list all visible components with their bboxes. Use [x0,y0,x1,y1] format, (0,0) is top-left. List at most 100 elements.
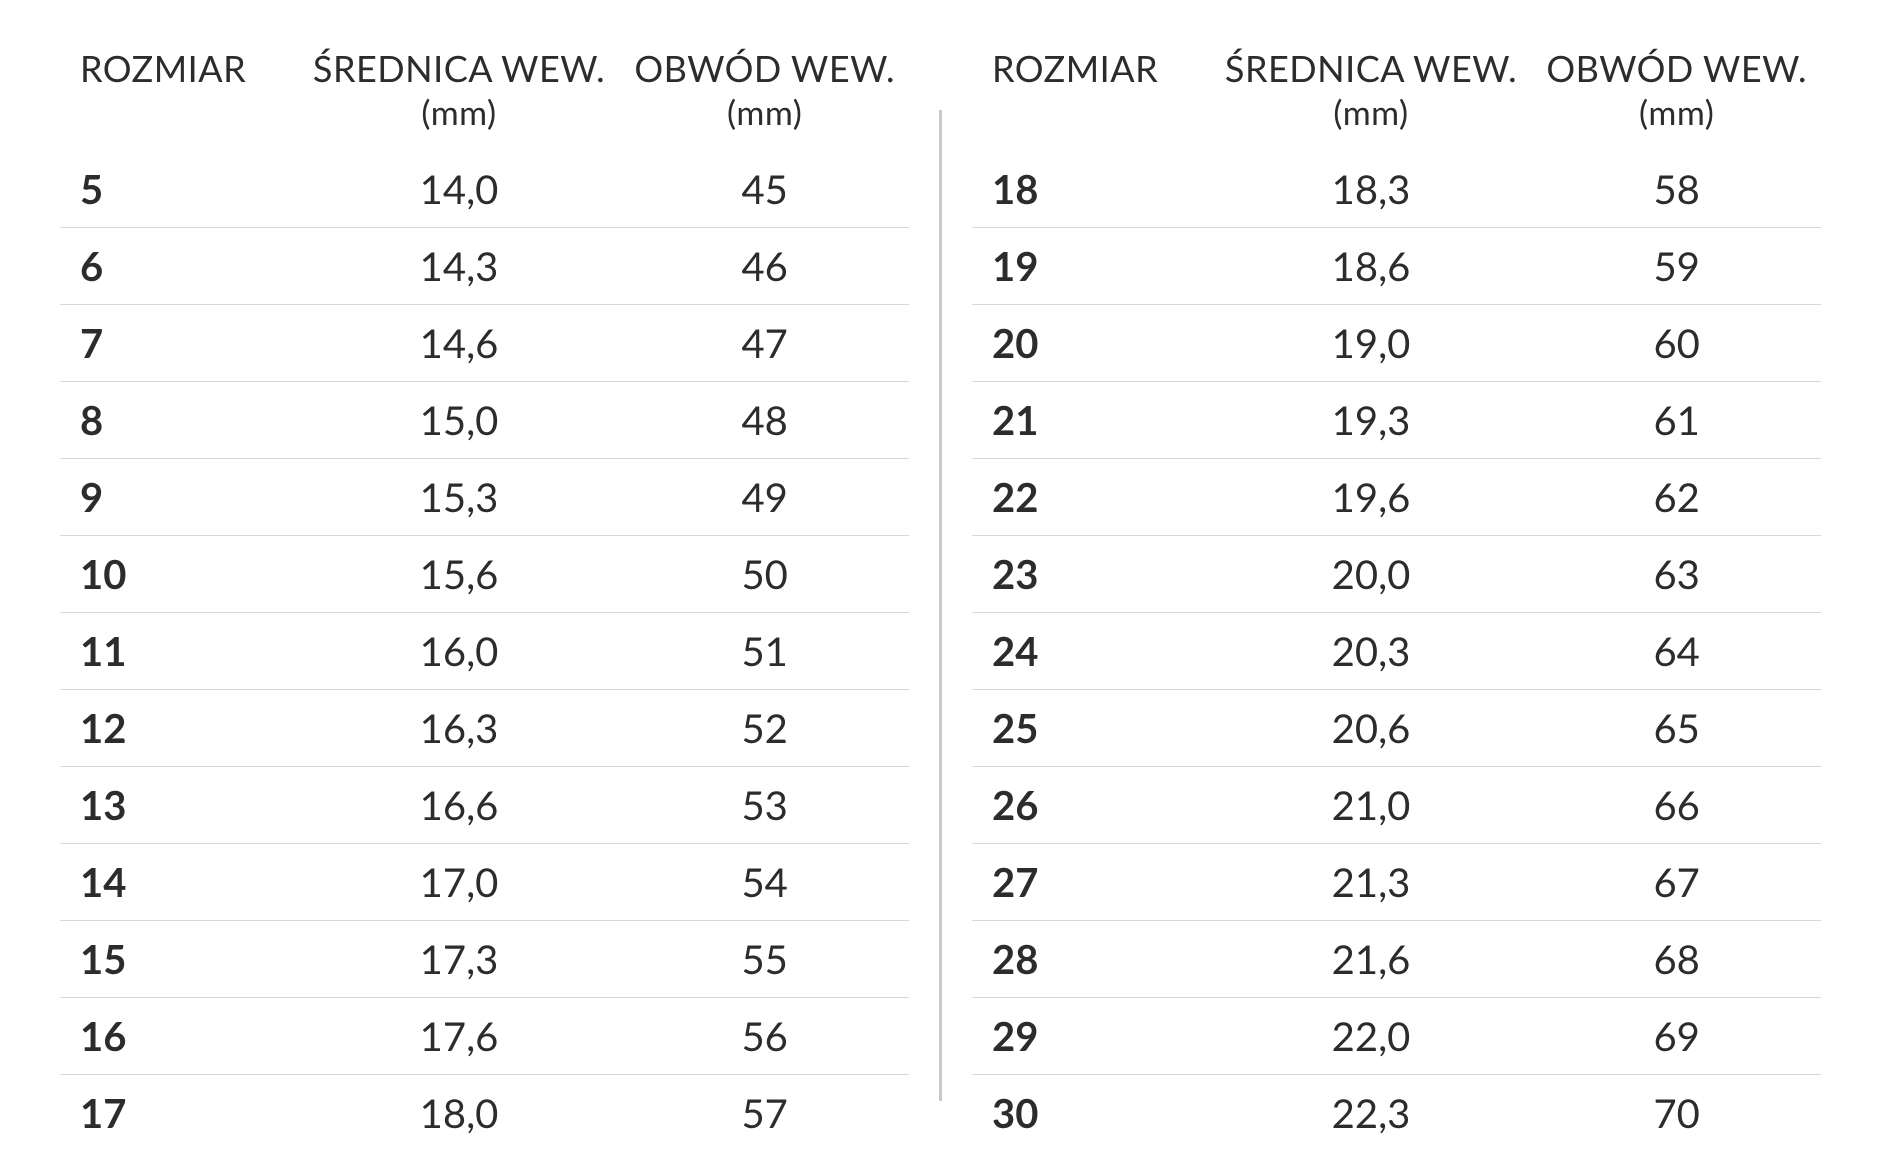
header-diameter: ŚREDNICA WEW. (mm) [1210,40,1533,137]
cell-size: 16 [60,998,298,1075]
header-circumference-sub: (mm) [1540,92,1813,133]
header-diameter-label: ŚREDNICA WEW. [313,46,605,90]
cell-circumference: 53 [620,767,909,844]
cell-diameter: 20,3 [1210,613,1533,690]
cell-circumference: 60 [1532,305,1821,382]
cell-diameter: 17,6 [298,998,621,1075]
cell-size: 11 [60,613,298,690]
header-diameter: ŚREDNICA WEW. (mm) [298,40,621,137]
table-row: 2520,665 [972,690,1821,767]
cell-diameter: 19,6 [1210,459,1533,536]
table-row: 2721,367 [972,844,1821,921]
cell-size: 30 [972,1075,1210,1151]
table-row: 1718,057 [60,1075,909,1151]
cell-size: 19 [972,228,1210,305]
cell-diameter: 17,0 [298,844,621,921]
header-diameter-sub: (mm) [306,92,613,133]
table-row: 1316,653 [60,767,909,844]
cell-diameter: 17,3 [298,921,621,998]
header-size-label: ROZMIAR [80,46,246,90]
header-circumference: OBWÓD WEW. (mm) [620,40,909,137]
cell-diameter: 15,3 [298,459,621,536]
cell-diameter: 18,3 [1210,137,1533,228]
table-row: 514,045 [60,137,909,228]
cell-size: 24 [972,613,1210,690]
cell-size: 12 [60,690,298,767]
cell-size: 21 [972,382,1210,459]
cell-diameter: 20,6 [1210,690,1533,767]
cell-diameter: 15,6 [298,536,621,613]
table-row: 1617,656 [60,998,909,1075]
table-row: 2420,364 [972,613,1821,690]
cell-diameter: 16,6 [298,767,621,844]
cell-diameter: 14,3 [298,228,621,305]
table-row: 1517,355 [60,921,909,998]
cell-size: 6 [60,228,298,305]
table-row: 815,048 [60,382,909,459]
cell-diameter: 16,0 [298,613,621,690]
cell-diameter: 21,6 [1210,921,1533,998]
header-circumference: OBWÓD WEW. (mm) [1532,40,1821,137]
cell-circumference: 64 [1532,613,1821,690]
cell-circumference: 58 [1532,137,1821,228]
cell-circumference: 65 [1532,690,1821,767]
size-table-left: ROZMIAR ŚREDNICA WEW. (mm) OBWÓD WEW. (m… [60,40,909,1151]
cell-size: 13 [60,767,298,844]
cell-size: 18 [972,137,1210,228]
cell-diameter: 22,0 [1210,998,1533,1075]
size-table-right: ROZMIAR ŚREDNICA WEW. (mm) OBWÓD WEW. (m… [972,40,1821,1151]
cell-size: 28 [972,921,1210,998]
cell-size: 7 [60,305,298,382]
cell-size: 9 [60,459,298,536]
header-diameter-sub: (mm) [1218,92,1525,133]
table-body-left: 514,045614,346714,647815,048915,3491015,… [60,137,909,1151]
table-header: ROZMIAR ŚREDNICA WEW. (mm) OBWÓD WEW. (m… [972,40,1821,137]
cell-circumference: 56 [620,998,909,1075]
cell-size: 5 [60,137,298,228]
cell-diameter: 19,0 [1210,305,1533,382]
cell-diameter: 15,0 [298,382,621,459]
table-row: 1216,352 [60,690,909,767]
table-row: 614,346 [60,228,909,305]
table-row: 2821,668 [972,921,1821,998]
cell-circumference: 45 [620,137,909,228]
header-size: ROZMIAR [60,40,298,137]
cell-diameter: 19,3 [1210,382,1533,459]
cell-circumference: 48 [620,382,909,459]
cell-size: 27 [972,844,1210,921]
cell-size: 29 [972,998,1210,1075]
cell-diameter: 21,3 [1210,844,1533,921]
cell-diameter: 22,3 [1210,1075,1533,1151]
cell-diameter: 21,0 [1210,767,1533,844]
table-row: 1015,650 [60,536,909,613]
cell-circumference: 59 [1532,228,1821,305]
cell-circumference: 68 [1532,921,1821,998]
table-row: 2219,662 [972,459,1821,536]
table-body-right: 1818,3581918,6592019,0602119,3612219,662… [972,137,1821,1151]
cell-circumference: 62 [1532,459,1821,536]
table-row: 1116,051 [60,613,909,690]
cell-diameter: 16,3 [298,690,621,767]
cell-diameter: 18,0 [298,1075,621,1151]
cell-circumference: 70 [1532,1075,1821,1151]
cell-diameter: 14,0 [298,137,621,228]
cell-circumference: 51 [620,613,909,690]
cell-size: 22 [972,459,1210,536]
table-row: 3022,370 [972,1075,1821,1151]
table-row: 915,349 [60,459,909,536]
table-row: 2621,066 [972,767,1821,844]
cell-circumference: 52 [620,690,909,767]
cell-circumference: 61 [1532,382,1821,459]
cell-diameter: 20,0 [1210,536,1533,613]
cell-size: 15 [60,921,298,998]
table-row: 2019,060 [972,305,1821,382]
cell-size: 23 [972,536,1210,613]
cell-size: 20 [972,305,1210,382]
cell-circumference: 47 [620,305,909,382]
cell-diameter: 14,6 [298,305,621,382]
cell-size: 10 [60,536,298,613]
header-diameter-label: ŚREDNICA WEW. [1225,46,1517,90]
cell-diameter: 18,6 [1210,228,1533,305]
cell-circumference: 55 [620,921,909,998]
left-panel: ROZMIAR ŚREDNICA WEW. (mm) OBWÓD WEW. (m… [30,40,939,1121]
